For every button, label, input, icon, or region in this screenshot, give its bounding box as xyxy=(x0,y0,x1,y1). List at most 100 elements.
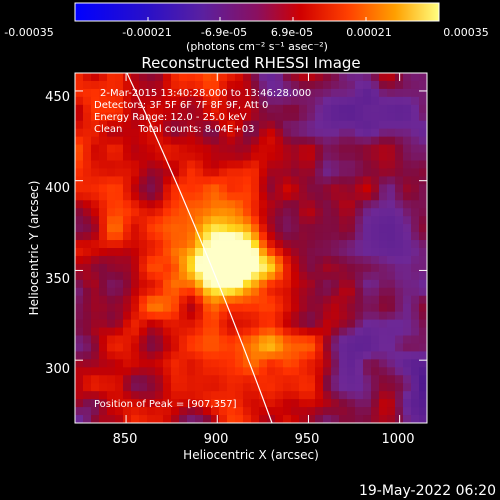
image-pixel xyxy=(371,160,380,169)
image-pixel xyxy=(323,216,332,225)
image-pixel xyxy=(75,200,84,209)
image-pixel xyxy=(355,295,364,305)
image-pixel xyxy=(307,112,316,122)
image-pixel xyxy=(419,216,427,225)
image-pixel xyxy=(371,73,380,82)
image-pixel xyxy=(211,399,220,408)
image-pixel xyxy=(163,96,172,106)
image-pixel xyxy=(243,319,252,328)
image-pixel xyxy=(259,391,268,400)
image-pixel xyxy=(419,168,427,177)
image-pixel xyxy=(419,287,427,297)
image-pixel xyxy=(251,240,260,249)
image-pixel xyxy=(235,216,244,225)
image-pixel xyxy=(371,303,380,313)
image-pixel xyxy=(267,263,276,273)
image-pixel xyxy=(363,152,372,161)
image-pixel xyxy=(339,80,348,90)
image-pixel xyxy=(243,279,252,289)
image-pixel xyxy=(251,311,260,320)
image-pixel xyxy=(91,327,100,336)
image-pixel xyxy=(91,224,100,233)
image-pixel xyxy=(147,391,156,400)
image-pixel xyxy=(211,240,220,249)
image-pixel xyxy=(163,375,172,384)
image-pixel xyxy=(171,279,180,289)
image-pixel xyxy=(115,104,124,114)
image-pixel xyxy=(91,200,100,209)
image-pixel xyxy=(379,295,388,305)
image-pixel xyxy=(323,383,332,392)
image-pixel xyxy=(299,112,308,122)
image-pixel xyxy=(275,73,284,82)
x-tick-labels: 850 900 950 1000 xyxy=(113,432,415,447)
image-pixel xyxy=(91,144,100,153)
image-pixel xyxy=(123,399,132,408)
image-pixel xyxy=(275,375,284,384)
image-pixel xyxy=(339,200,348,209)
image-pixel xyxy=(99,248,108,257)
image-pixel xyxy=(339,327,348,336)
image-pixel xyxy=(187,415,196,423)
image-pixel xyxy=(115,152,124,161)
image-pixel xyxy=(259,311,268,320)
image-pixel xyxy=(315,73,324,82)
image-pixel xyxy=(227,160,236,169)
image-pixel xyxy=(355,128,364,138)
image-pixel xyxy=(331,391,340,400)
image-pixel xyxy=(171,192,180,201)
image-pixel xyxy=(411,168,420,177)
image-pixel xyxy=(243,391,252,400)
image-pixel xyxy=(243,192,252,201)
image-pixel xyxy=(363,255,372,265)
image-pixel xyxy=(211,391,220,400)
image-pixel xyxy=(283,224,292,233)
image-pixel xyxy=(307,263,316,273)
image-pixel xyxy=(99,407,108,416)
image-pixel xyxy=(91,263,100,273)
image-pixel xyxy=(283,248,292,257)
image-pixel xyxy=(179,96,188,106)
image-pixel xyxy=(243,399,252,408)
image-pixel xyxy=(179,208,188,217)
image-pixel xyxy=(171,160,180,169)
image-pixel xyxy=(371,399,380,408)
image-pixel xyxy=(395,216,404,225)
image-pixel xyxy=(99,287,108,297)
image-pixel xyxy=(259,176,268,185)
image-pixel xyxy=(195,224,204,233)
image-pixel xyxy=(131,160,140,169)
image-pixel xyxy=(355,263,364,273)
image-pixel xyxy=(195,279,204,289)
image-pixel xyxy=(83,96,92,106)
image-pixel xyxy=(211,367,220,376)
image-pixel xyxy=(259,303,268,313)
image-pixel xyxy=(243,216,252,225)
image-pixel xyxy=(259,399,268,408)
image-pixel xyxy=(139,311,148,320)
image-pixel xyxy=(107,351,116,360)
image-pixel xyxy=(203,399,212,408)
image-pixel xyxy=(363,263,372,273)
image-pixel xyxy=(315,287,324,297)
image-pixel xyxy=(411,359,420,368)
image-pixel xyxy=(379,200,388,209)
image-pixel xyxy=(371,327,380,336)
image-pixel xyxy=(139,80,148,90)
image-pixel xyxy=(347,216,356,225)
image-pixel xyxy=(387,248,396,257)
image-pixel xyxy=(395,88,404,98)
image-pixel xyxy=(395,311,404,320)
image-pixel xyxy=(171,88,180,98)
image-pixel xyxy=(91,335,100,344)
image-pixel xyxy=(371,104,380,114)
image-pixel xyxy=(187,351,196,360)
image-pixel xyxy=(355,192,364,201)
image-pixel xyxy=(275,415,284,423)
image-pixel xyxy=(115,136,124,145)
image-pixel xyxy=(187,319,196,328)
image-pixel xyxy=(371,240,380,249)
image-pixel xyxy=(91,375,100,384)
image-pixel xyxy=(291,279,300,289)
image-pixel xyxy=(235,311,244,320)
